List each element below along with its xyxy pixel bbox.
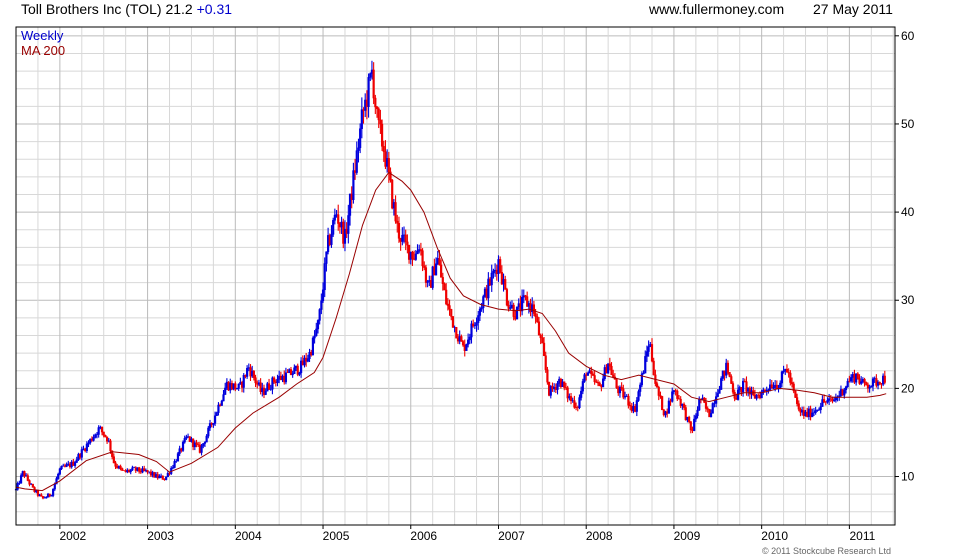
y-tick-label: 40	[901, 205, 915, 219]
x-tick-label: 2005	[323, 529, 350, 543]
candlestick-series	[14, 60, 886, 500]
x-tick-label: 2010	[761, 529, 788, 543]
y-tick-label: 20	[901, 381, 915, 395]
ma200-line	[15, 171, 887, 492]
x-tick-label: 2003	[147, 529, 174, 543]
copyright-notice: © 2011 Stockcube Research Ltd	[762, 546, 892, 556]
plot-frame	[15, 26, 896, 526]
y-tick-label: 10	[901, 470, 915, 484]
x-tick-label: 2008	[586, 529, 613, 543]
x-tick-label: 2009	[674, 529, 701, 543]
x-tick-label: 2002	[60, 529, 87, 543]
grid-lines	[16, 27, 895, 525]
axes: 10 20 30 40 50 60 2002 2003 2004 2005 2006 2007 2008…	[59, 29, 915, 543]
y-tick-label: 50	[901, 117, 915, 131]
x-tick-label: 2011	[849, 529, 875, 543]
y-tick-label: 30	[901, 293, 915, 307]
ticker-title: Toll Brothers Inc (TOL) 21.2	[21, 1, 193, 17]
price-change: +0.31	[196, 1, 233, 17]
legend-ma200: MA 200	[21, 43, 65, 58]
chart-header: Toll Brothers Inc (TOL) 21.2 +0.31 www.f…	[0, 0, 980, 18]
chart-title: Toll Brothers Inc (TOL) 21.2 +0.31	[21, 1, 232, 17]
x-tick-label: 2007	[498, 529, 525, 543]
x-tick-label: 2004	[235, 529, 262, 543]
legend-weekly: Weekly	[21, 28, 64, 43]
site-link[interactable]: www.fullermoney.com	[649, 1, 785, 17]
y-tick-label: 60	[901, 29, 915, 43]
moving-average-series	[15, 171, 887, 492]
chart-date: 27 May 2011	[813, 1, 893, 17]
x-tick-label: 2006	[410, 529, 437, 543]
